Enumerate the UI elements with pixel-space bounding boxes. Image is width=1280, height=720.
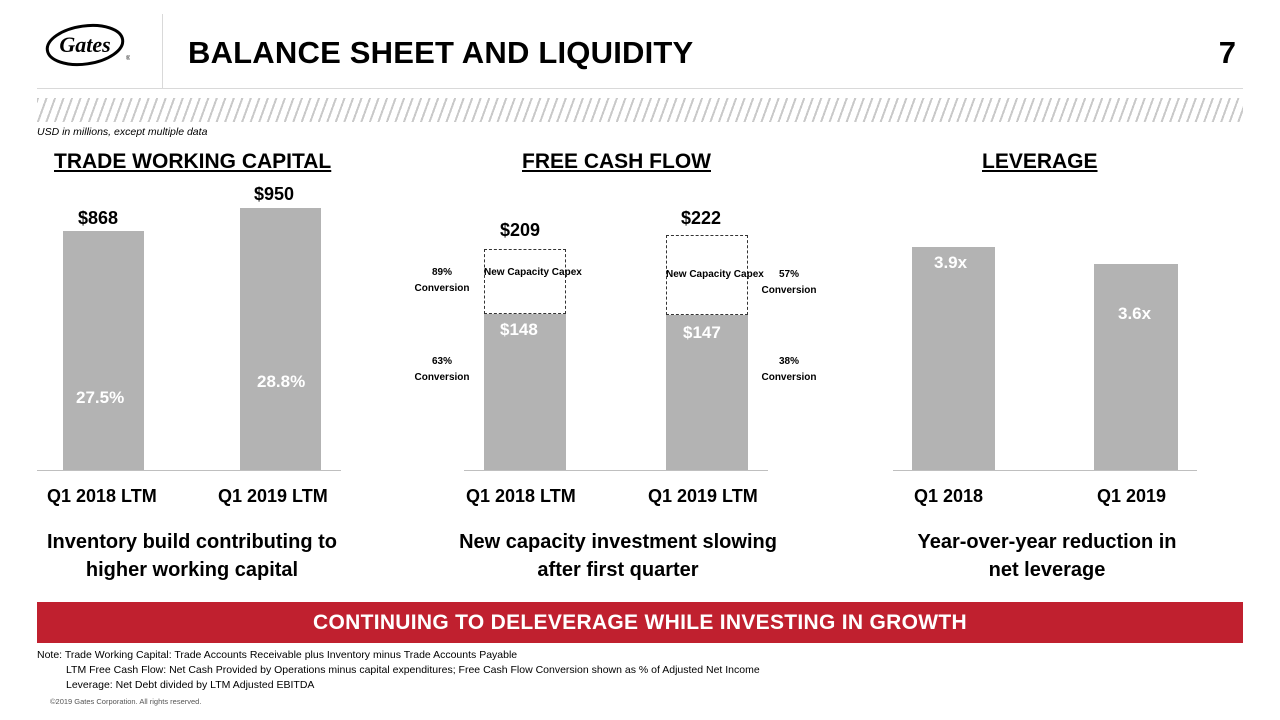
leverage-bar-q1-2018 bbox=[912, 247, 995, 470]
fcf-total-label: $209 bbox=[500, 220, 541, 240]
copyright: ©2019 Gates Corporation. All rights rese… bbox=[50, 697, 202, 706]
header-rule bbox=[37, 88, 1243, 89]
leverage-category-label: Q1 2018 bbox=[914, 486, 984, 506]
capex-annotation: New Capacity Capex bbox=[484, 267, 582, 278]
twc-pct-label: 27.5% bbox=[76, 388, 125, 407]
header-divider bbox=[162, 14, 163, 88]
fcf-bar-q1-2018 bbox=[484, 312, 566, 470]
twc-pct-label: 28.8% bbox=[257, 372, 306, 391]
summary-banner: CONTINUING TO DELEVERAGE WHILE INVESTING… bbox=[37, 602, 1243, 643]
leverage-title: LEVERAGE bbox=[982, 150, 1098, 173]
page-number: 7 bbox=[1218, 35, 1236, 70]
svg-text:®: ® bbox=[126, 55, 130, 62]
twc-bar-q1-2019 bbox=[240, 208, 321, 470]
page-title: BALANCE SHEET AND LIQUIDITY bbox=[188, 35, 694, 70]
fcf-base-label: $148 bbox=[500, 320, 538, 339]
footnotes: Note: Trade Working Capital: Trade Accou… bbox=[37, 649, 760, 691]
twc-bar-q1-2018 bbox=[63, 230, 144, 470]
svg-text:Gates: Gates bbox=[59, 32, 110, 57]
gates-logo: Gates ® bbox=[45, 23, 130, 67]
fcf-capex-box bbox=[666, 235, 748, 315]
hatch-band bbox=[37, 98, 1243, 122]
twc-value-label: $950 bbox=[254, 184, 295, 204]
leverage-category-label: Q1 2019 bbox=[1097, 486, 1167, 506]
twc-category-label: Q1 2019 LTM bbox=[218, 486, 328, 506]
twc-value-label: $868 bbox=[78, 208, 119, 228]
twc-title: TRADE WORKING CAPITAL bbox=[54, 150, 332, 173]
leverage-caption: Year-over-year reduction in net leverage bbox=[917, 531, 1177, 581]
capex-annotation: New Capacity Capex bbox=[666, 269, 764, 280]
fcf-category-label: Q1 2018 LTM bbox=[466, 486, 576, 506]
fcf-category-label: Q1 2019 LTM bbox=[648, 486, 758, 506]
fcf-conversion-label: 63% Conversion bbox=[414, 356, 470, 383]
leverage-value-label: 3.6x bbox=[1118, 304, 1152, 323]
fcf-conversion-label: 89% Conversion bbox=[414, 267, 470, 294]
fcf-caption: New capacity investment slowing after fir… bbox=[459, 531, 777, 581]
twc-caption: Inventory build contributing to higher wo… bbox=[47, 531, 337, 581]
units-note: USD in millions, except multiple data bbox=[37, 126, 208, 138]
fcf-conversion-label: 57% Conversion bbox=[761, 269, 817, 296]
fcf-conversion-label: 38% Conversion bbox=[761, 356, 817, 383]
fcf-baseline bbox=[464, 470, 768, 471]
fcf-bar-q1-2019 bbox=[666, 313, 748, 470]
leverage-value-label: 3.9x bbox=[934, 253, 968, 272]
leverage-bar-q1-2019 bbox=[1094, 264, 1178, 470]
twc-baseline bbox=[37, 470, 341, 471]
fcf-capex-box bbox=[484, 248, 566, 314]
fcf-title: FREE CASH FLOW bbox=[522, 150, 711, 173]
fcf-base-label: $147 bbox=[683, 323, 721, 342]
leverage-baseline bbox=[893, 470, 1197, 471]
fcf-total-label: $222 bbox=[681, 208, 722, 228]
twc-category-label: Q1 2018 LTM bbox=[47, 486, 157, 506]
